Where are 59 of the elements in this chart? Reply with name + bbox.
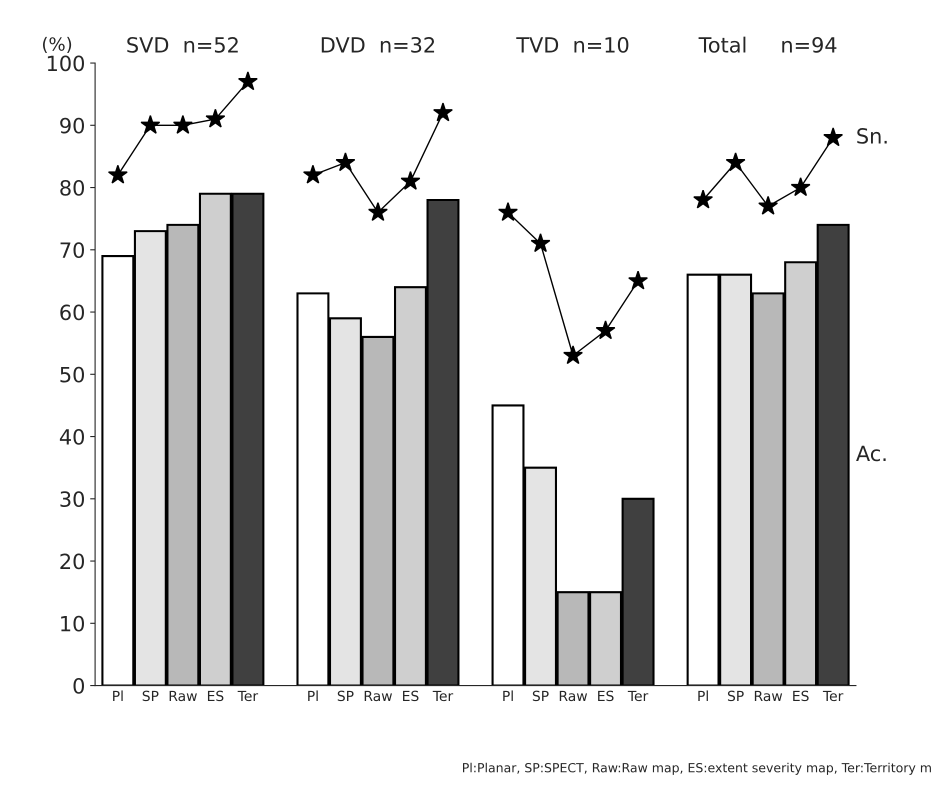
point (433, 102, 453, 122)
x-tick-label: Ter (432, 690, 454, 702)
text: DVD n=32 (322, 37, 434, 53)
x-tick-label: Ter (238, 690, 258, 702)
x-tick-label: SP (142, 690, 158, 702)
point (563, 345, 583, 364)
x-tick-label: Raw (364, 690, 392, 702)
x-tick-label: SP (338, 690, 354, 702)
x-tick-label: Pl (698, 690, 708, 701)
y-axis-title: (%) (42, 36, 72, 53)
point (693, 190, 714, 209)
y-tick-label: 40 (60, 429, 84, 445)
x-tick-label: ES (208, 690, 224, 702)
point (140, 114, 160, 134)
point (790, 177, 811, 196)
x-tick-label: Pl (113, 690, 123, 701)
y-tick-label: 30 (60, 491, 84, 508)
point (628, 270, 648, 290)
point (823, 127, 844, 146)
point (336, 152, 356, 172)
point (238, 71, 258, 90)
y-tick-label: 90 (60, 118, 84, 134)
x-tick-label: SP (728, 690, 744, 702)
x-tick-label: Ter (822, 690, 844, 702)
text: SVD n=52 (127, 37, 238, 53)
text: Pl:Planar, SP:SPECT, Raw:Raw map, ES:extent severity map, Ter:Territory m (463, 762, 931, 775)
x-tick-label: Raw (754, 690, 782, 702)
x-tick-label: SP (532, 690, 549, 702)
point (302, 164, 323, 184)
y-tick-label: 100 (48, 55, 84, 72)
text: TVD n=10 (516, 37, 628, 53)
point (400, 170, 420, 190)
series-label: Ac. (856, 446, 886, 462)
y-tick-label: 70 (60, 242, 84, 258)
y-tick-label: 50 (60, 366, 84, 383)
series-label: Sn. (857, 128, 887, 144)
x-tick-label: Pl (503, 690, 513, 701)
x-tick-label: Pl (308, 690, 318, 701)
y-tick-label: 60 (60, 304, 84, 320)
point (758, 196, 778, 215)
point (108, 164, 128, 184)
x-tick-label: ES (793, 690, 809, 702)
point (596, 320, 616, 340)
point (498, 202, 518, 222)
point (172, 114, 193, 134)
y-tick-label: 20 (60, 554, 84, 570)
x-tick-label: Raw (170, 690, 197, 702)
y-tick-label: 80 (60, 180, 84, 196)
x-tick-label: Ter (628, 690, 648, 702)
x-tick-label: Raw (560, 690, 588, 702)
x-tick-label: ES (403, 690, 418, 702)
point (726, 152, 746, 172)
point (530, 233, 550, 252)
text: Total n=94 (698, 36, 836, 53)
x-tick-label: ES (598, 690, 614, 702)
point (205, 108, 226, 128)
y-tick-label: 0 (73, 678, 84, 694)
y-tick-label: 10 (61, 616, 84, 632)
point (368, 202, 388, 222)
